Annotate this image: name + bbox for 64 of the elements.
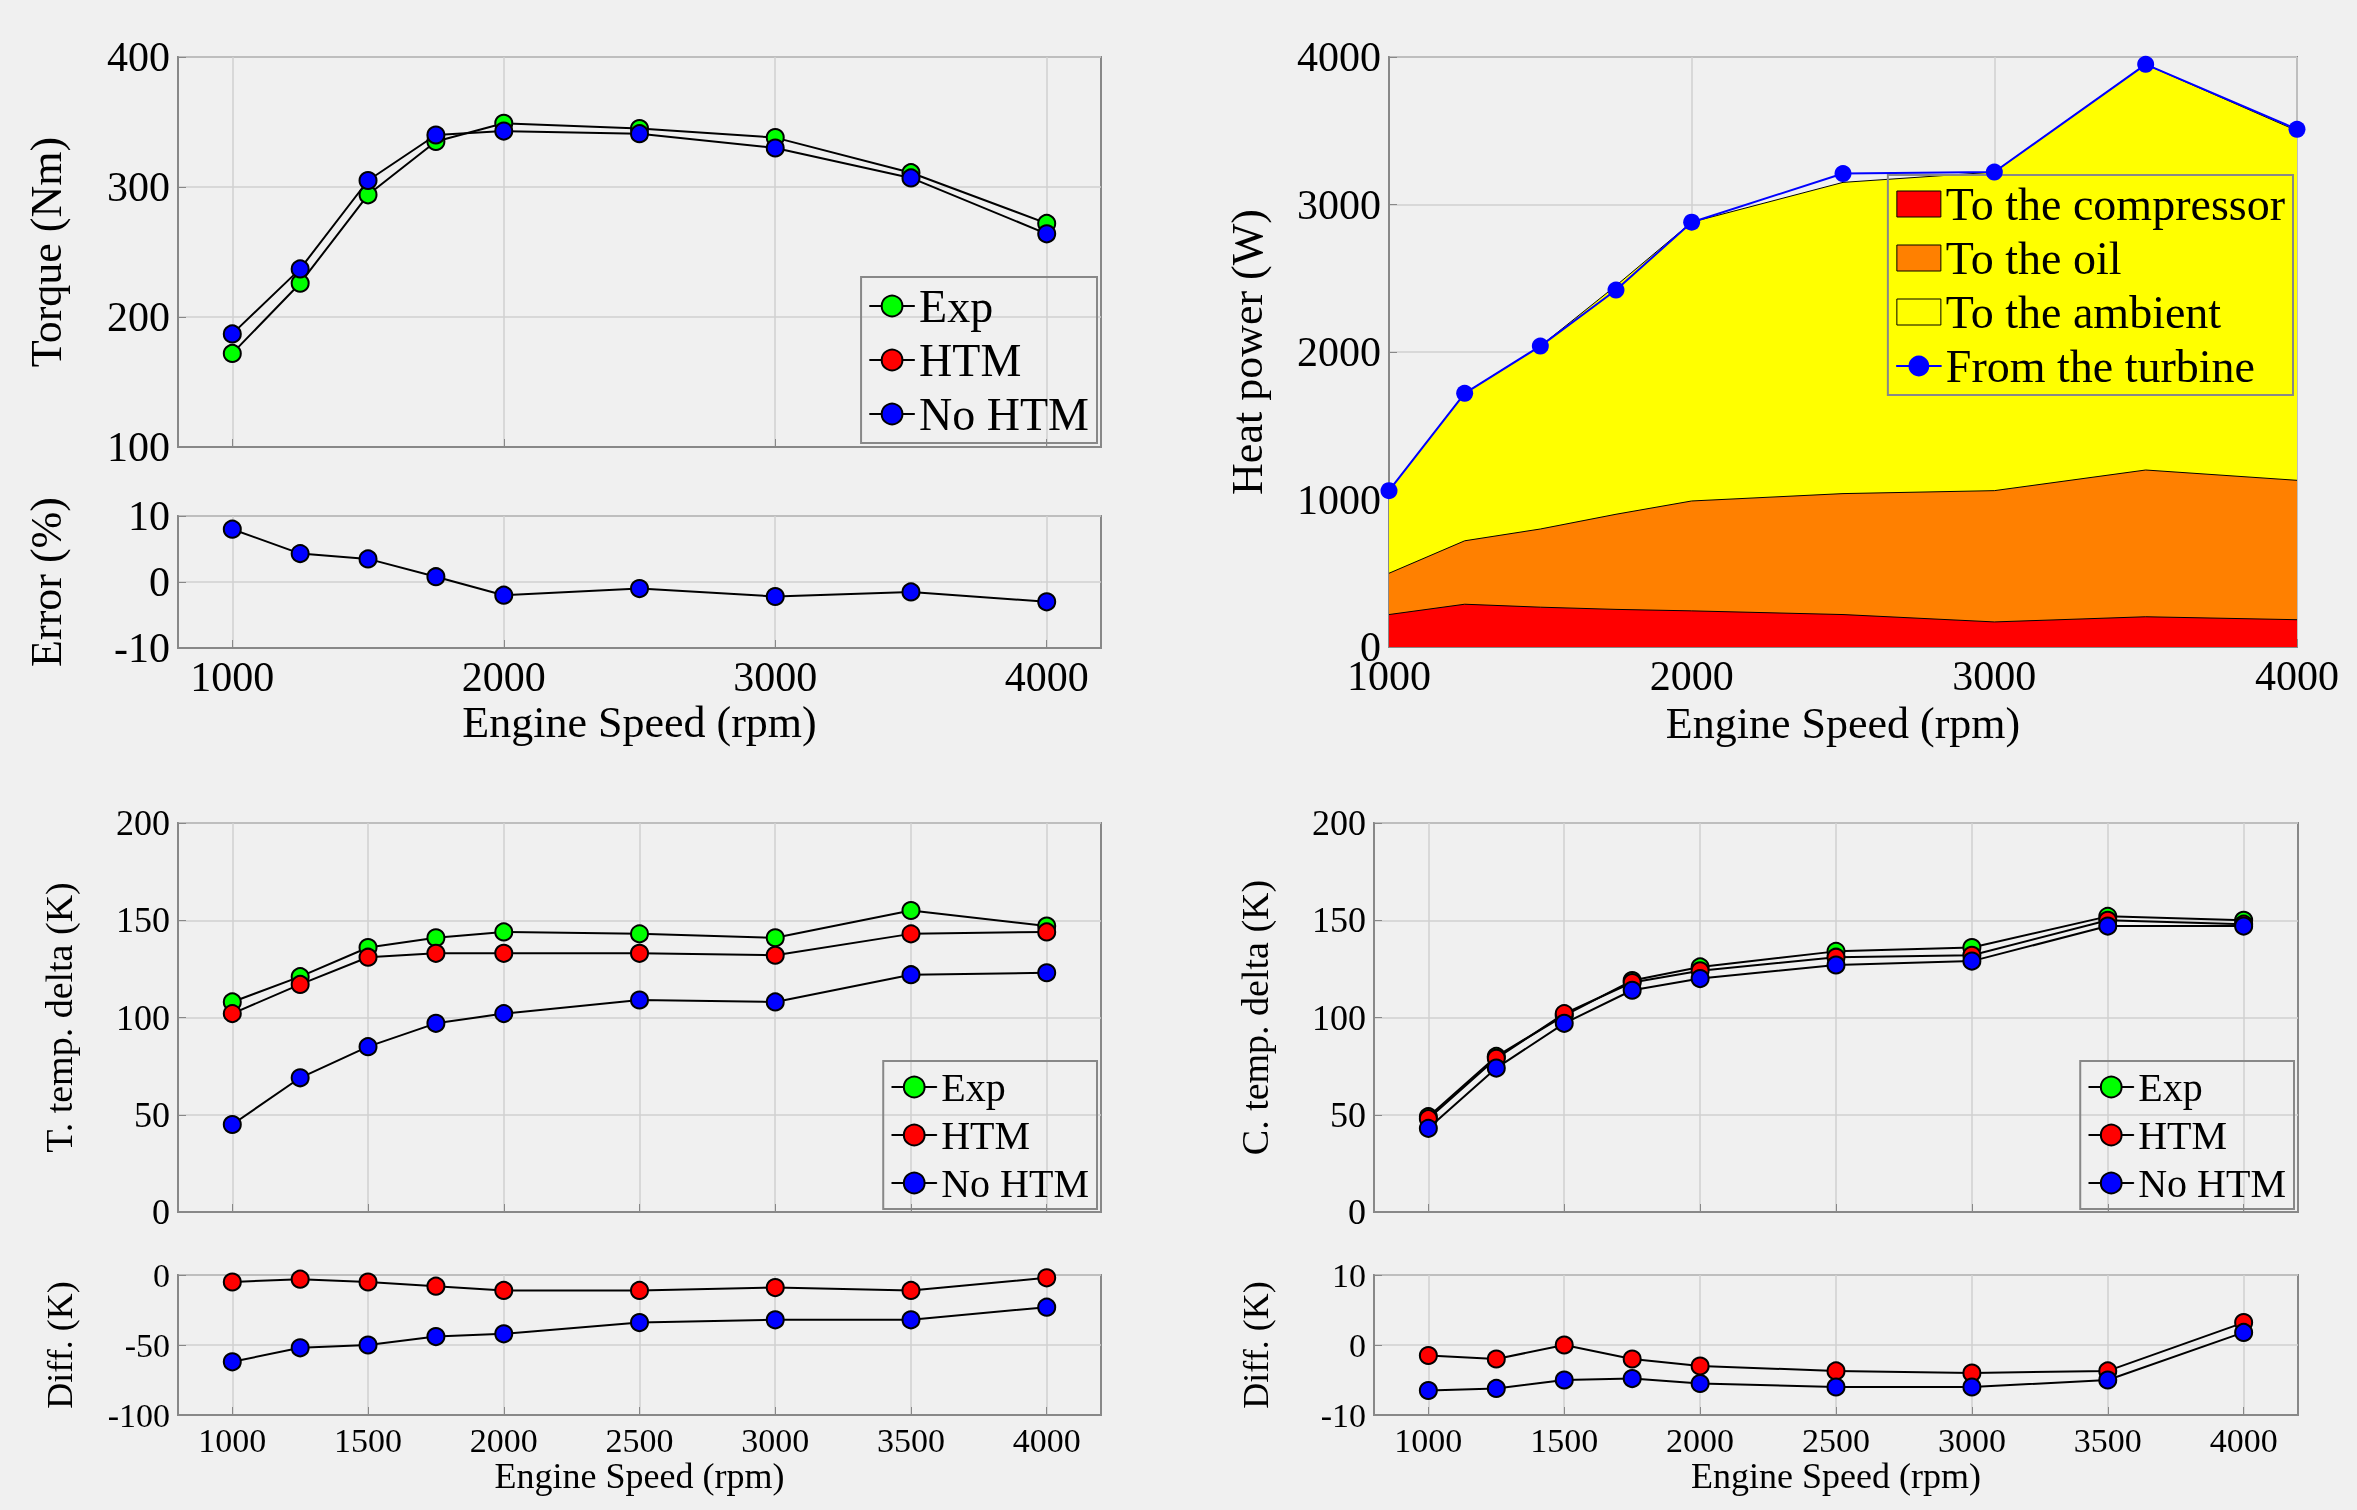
y-axis-title: Torque (Nm) bbox=[21, 136, 71, 368]
x-tick-label: 4000 bbox=[1012, 1421, 1081, 1459]
x-tick-label: 2000 bbox=[1649, 653, 1734, 699]
y-axis-title: Diff. (K) bbox=[40, 1281, 80, 1409]
legend-label: HTM bbox=[2138, 1112, 2228, 1158]
legend-label: To the ambient bbox=[1945, 286, 2222, 338]
y-tick-label: -10 bbox=[1320, 1396, 1366, 1434]
y-tick-label: 100 bbox=[116, 997, 170, 1038]
legend-label: No HTM bbox=[919, 388, 1090, 440]
x-tick-label: 4000 bbox=[2209, 1421, 2278, 1459]
legend-label: Exp bbox=[2138, 1064, 2203, 1110]
y-tick-label: -10 bbox=[114, 625, 170, 671]
x-axis-title: Engine Speed (rpm) bbox=[1665, 699, 2021, 749]
legend-label: HTM bbox=[941, 1112, 1031, 1158]
y-tick-label: 4000 bbox=[1297, 34, 1381, 80]
y-tick-label: 0 bbox=[1349, 1326, 1366, 1364]
y-tick-label: 0 bbox=[1348, 1192, 1366, 1232]
y-axis-title: Diff. (K) bbox=[1236, 1281, 1276, 1409]
x-tick-label: 1500 bbox=[1530, 1421, 1599, 1459]
y-tick-label: -100 bbox=[107, 1396, 170, 1434]
y-tick-label: 0 bbox=[149, 559, 170, 605]
y-tick-label: 200 bbox=[116, 803, 170, 843]
x-tick-label: 2000 bbox=[461, 654, 546, 700]
x-tick-label: 3000 bbox=[1952, 653, 2037, 699]
y-tick-label: 10 bbox=[128, 493, 170, 539]
y-tick-label: 400 bbox=[107, 34, 170, 80]
y-tick-label: 200 bbox=[1312, 803, 1366, 843]
y-tick-label: 10 bbox=[1332, 1256, 1366, 1294]
y-tick-label: 100 bbox=[107, 424, 170, 470]
y-axis-title: T. temp. delta (K) bbox=[38, 882, 81, 1153]
y-tick-label: 0 bbox=[152, 1192, 170, 1232]
x-tick-label: 1500 bbox=[334, 1421, 403, 1459]
y-tick-label: 150 bbox=[116, 900, 170, 941]
y-axis-title: C. temp. delta (K) bbox=[1234, 879, 1277, 1156]
x-tick-label: 1000 bbox=[1394, 1421, 1463, 1459]
y-axis-title: Heat power (W) bbox=[1222, 209, 1272, 495]
y-tick-label: 200 bbox=[107, 294, 170, 340]
legend-label: Exp bbox=[919, 280, 994, 332]
y-tick-label: 50 bbox=[1330, 1094, 1366, 1135]
legend-label: No HTM bbox=[941, 1160, 1090, 1206]
x-tick-label: 3500 bbox=[2073, 1421, 2142, 1459]
y-tick-label: 1000 bbox=[1297, 476, 1381, 523]
legend-label: Exp bbox=[941, 1064, 1006, 1110]
y-tick-label: 50 bbox=[134, 1094, 170, 1135]
y-tick-label: 100 bbox=[1312, 997, 1366, 1038]
legend-label: To the compressor bbox=[1945, 178, 2285, 230]
x-tick-label: 4000 bbox=[2255, 653, 2339, 699]
x-tick-label: 1000 bbox=[198, 1421, 267, 1459]
x-tick-label: 3500 bbox=[876, 1421, 945, 1459]
x-tick-label: 1000 bbox=[190, 654, 275, 700]
legend-label: To the oil bbox=[1945, 232, 2122, 284]
y-axis-title: Error (%) bbox=[21, 497, 71, 667]
legend-label: No HTM bbox=[2138, 1160, 2287, 1206]
legend-label: From the turbine bbox=[1945, 340, 2256, 392]
legend-label: HTM bbox=[919, 334, 1022, 386]
y-tick-label: 150 bbox=[1312, 900, 1366, 941]
y-tick-label: 2000 bbox=[1297, 329, 1381, 375]
y-tick-label: 3000 bbox=[1297, 181, 1381, 228]
y-tick-label: 0 bbox=[153, 1256, 170, 1294]
y-tick-label: -50 bbox=[124, 1326, 170, 1364]
y-tick-label: 300 bbox=[107, 164, 170, 210]
x-axis-title: Engine Speed (rpm) bbox=[462, 697, 817, 747]
x-tick-label: 4000 bbox=[1004, 654, 1089, 700]
x-tick-label: 3000 bbox=[733, 654, 818, 700]
